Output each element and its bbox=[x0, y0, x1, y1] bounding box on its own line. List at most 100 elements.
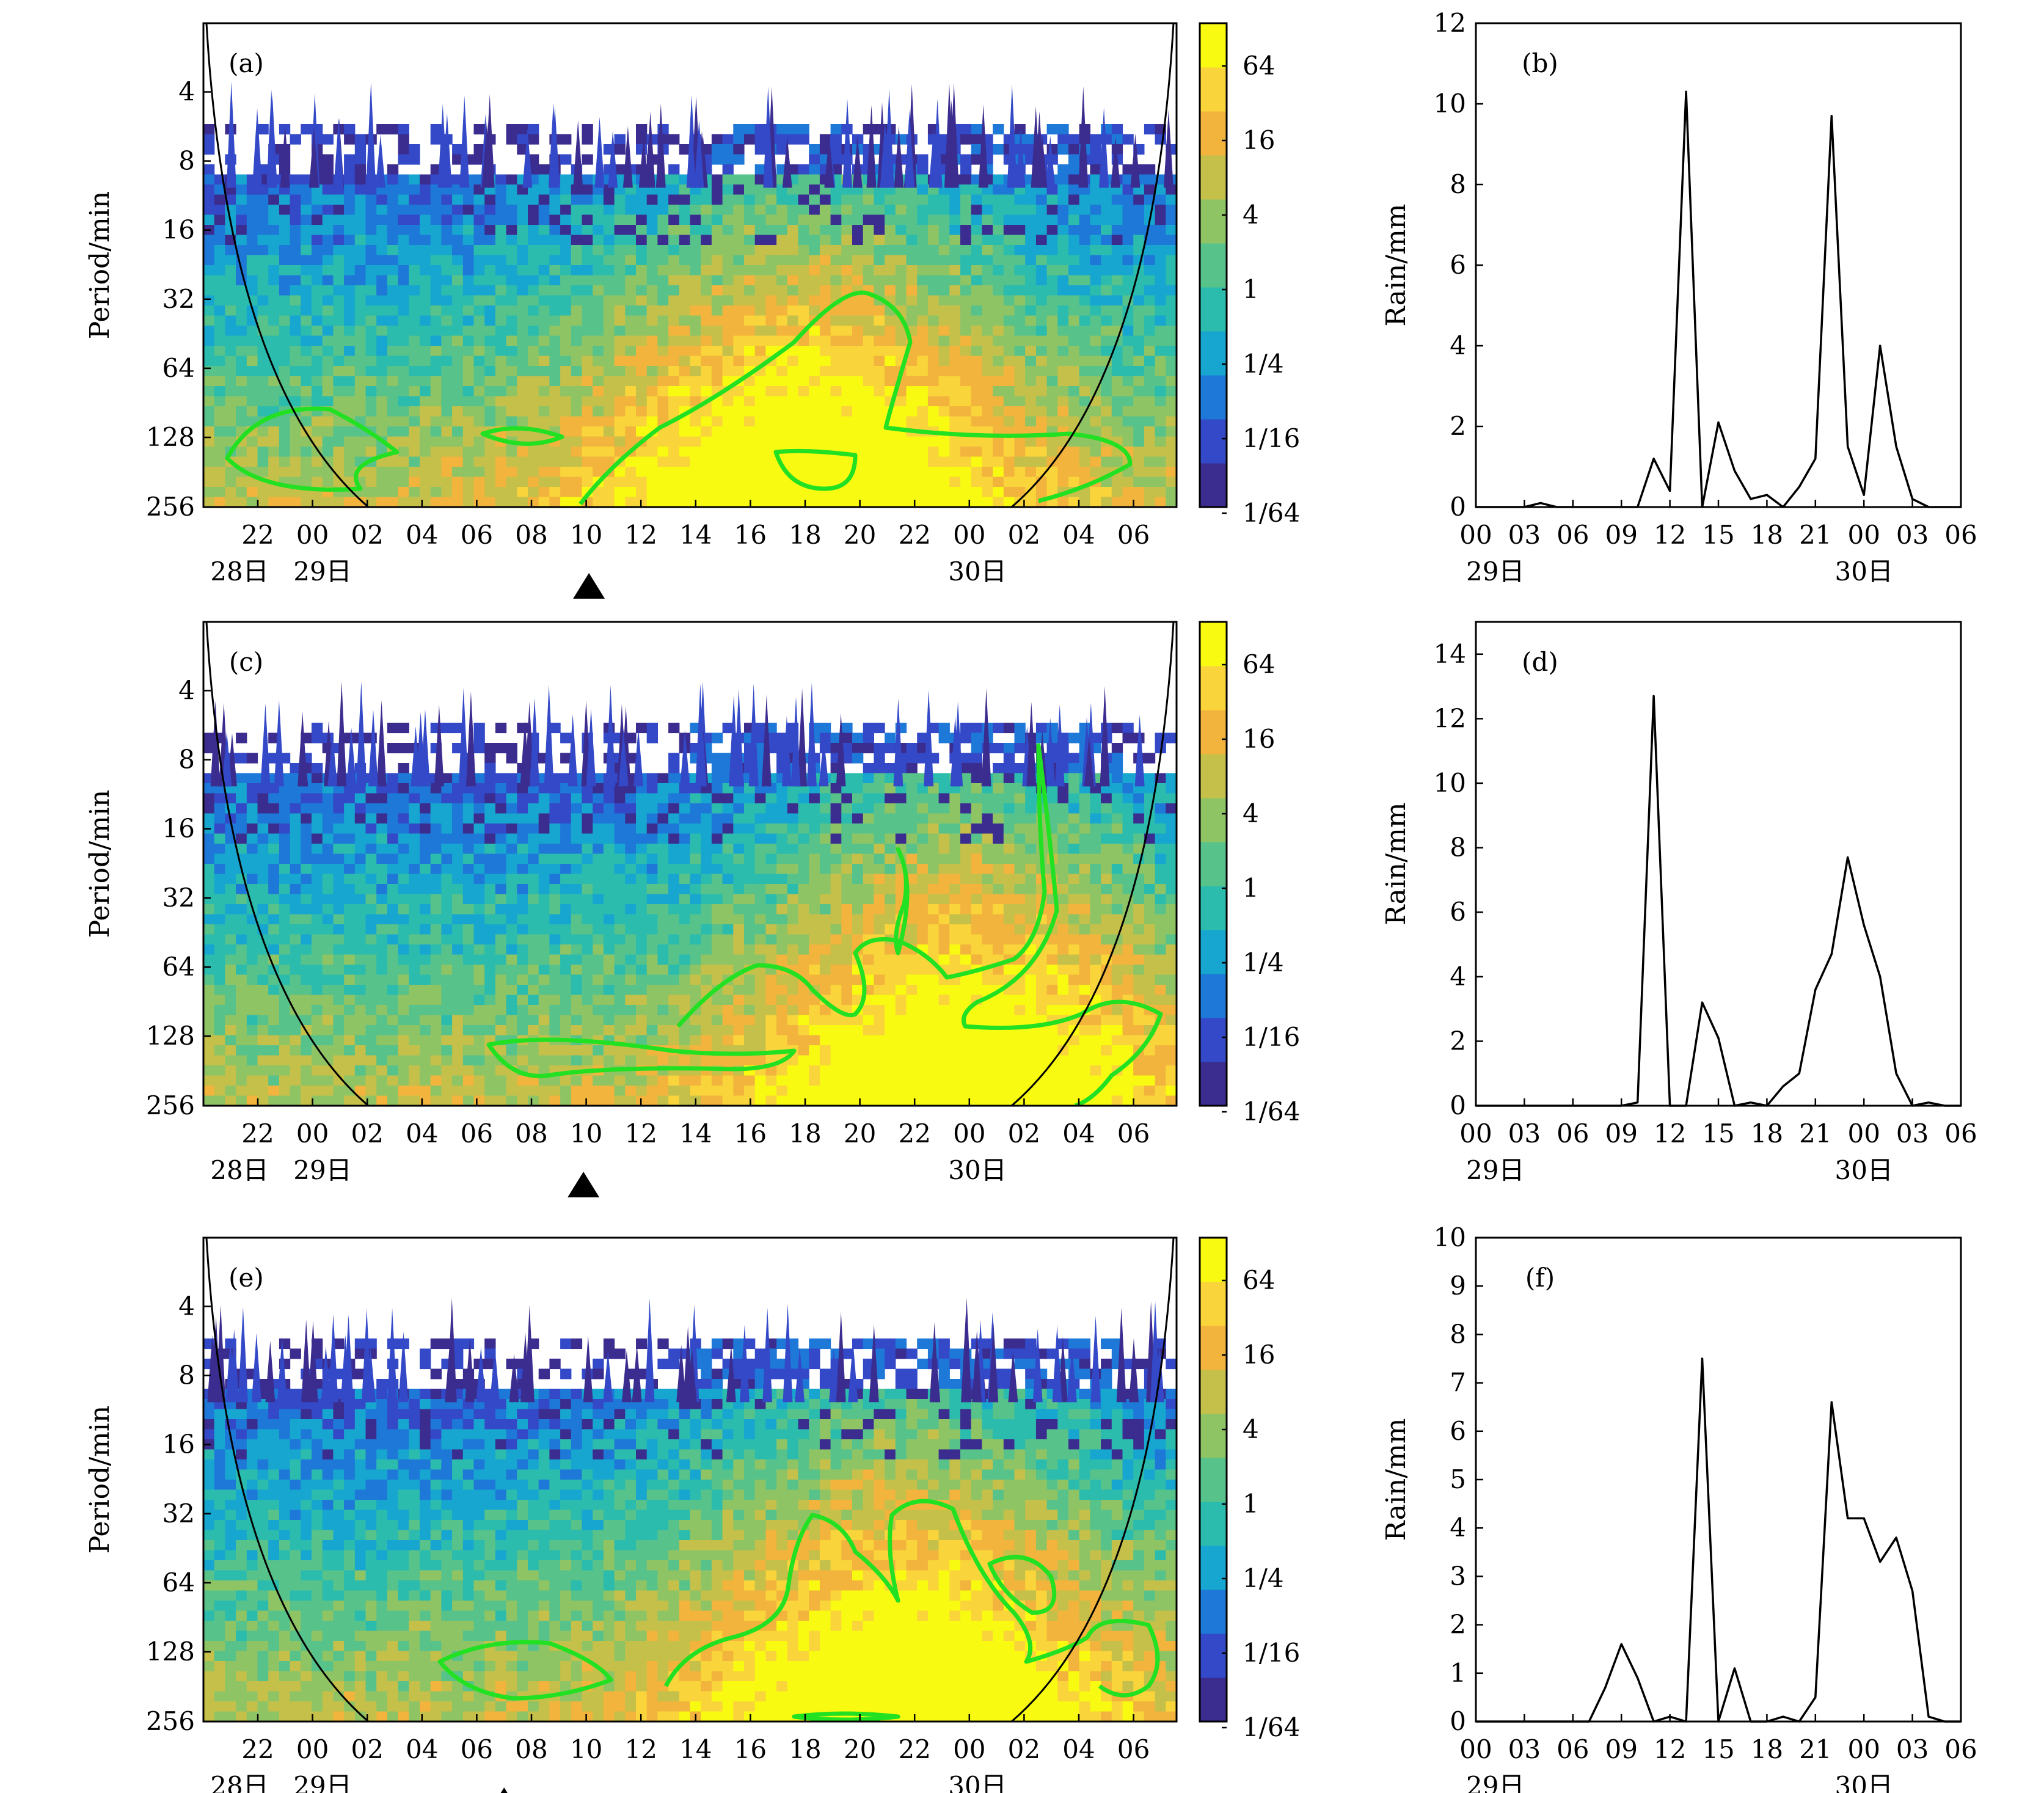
power-cell bbox=[506, 386, 517, 397]
power-cell bbox=[895, 447, 907, 458]
power-cell bbox=[722, 164, 734, 175]
power-cell bbox=[246, 753, 258, 764]
power-cell bbox=[333, 265, 345, 276]
power-cell bbox=[214, 497, 225, 507]
power-cell bbox=[636, 823, 648, 834]
power-cell bbox=[1122, 225, 1134, 236]
power-cell bbox=[420, 467, 431, 478]
power-cell bbox=[473, 436, 485, 447]
power-cell bbox=[344, 255, 356, 266]
power-cell bbox=[236, 803, 247, 814]
power-cell bbox=[1122, 477, 1134, 488]
power-cell bbox=[312, 346, 323, 357]
power-cell bbox=[506, 965, 517, 976]
power-cell bbox=[333, 864, 345, 875]
power-cell bbox=[787, 205, 799, 216]
power-cell bbox=[495, 456, 507, 467]
power-cell bbox=[312, 245, 323, 256]
power-cell bbox=[927, 315, 940, 326]
power-cell bbox=[960, 275, 972, 286]
power-cell bbox=[1166, 356, 1177, 367]
power-cell bbox=[657, 773, 669, 784]
power-cell bbox=[949, 497, 961, 507]
power-cell bbox=[949, 194, 961, 205]
power-cell bbox=[646, 436, 658, 447]
power-cell bbox=[809, 265, 820, 276]
power-cell bbox=[549, 396, 561, 407]
colorbar-tick-label: 1 bbox=[1243, 274, 1259, 304]
power-cell bbox=[625, 366, 637, 377]
power-cell bbox=[420, 416, 431, 427]
power-cell bbox=[246, 874, 258, 885]
power-cell bbox=[1025, 487, 1037, 498]
power-cell bbox=[679, 974, 691, 985]
power-cell bbox=[301, 124, 312, 135]
power-cell bbox=[538, 874, 550, 885]
power-spike bbox=[866, 105, 877, 188]
power-cell bbox=[798, 315, 809, 326]
power-cell bbox=[593, 874, 604, 885]
power-cell bbox=[646, 335, 658, 346]
power-cell bbox=[776, 124, 788, 135]
power-cell bbox=[1144, 487, 1156, 498]
power-cell bbox=[528, 416, 539, 427]
power-cell bbox=[701, 356, 712, 367]
power-cell bbox=[1122, 426, 1134, 437]
power-cell bbox=[495, 235, 507, 246]
power-cell bbox=[733, 194, 745, 205]
power-cell bbox=[646, 803, 658, 814]
power-cell bbox=[528, 894, 539, 905]
power-cell bbox=[1155, 326, 1166, 337]
power-cell bbox=[733, 245, 745, 256]
power-cell bbox=[1046, 436, 1058, 447]
power-cell bbox=[484, 934, 496, 945]
power-cell bbox=[214, 315, 225, 326]
power-cell bbox=[798, 235, 809, 246]
power-cell bbox=[906, 406, 918, 417]
power-cell bbox=[1133, 416, 1145, 427]
power-cell bbox=[701, 275, 712, 286]
power-cell bbox=[279, 813, 291, 824]
power-cell bbox=[830, 326, 842, 337]
power-cell bbox=[679, 285, 691, 296]
power-cell bbox=[754, 447, 766, 458]
power-cell bbox=[711, 184, 723, 195]
power-cell bbox=[960, 164, 972, 175]
power-cell bbox=[593, 1055, 604, 1066]
power-cell bbox=[949, 315, 961, 326]
power-cell bbox=[1090, 356, 1101, 367]
power-cell bbox=[257, 1075, 269, 1086]
power-cell bbox=[863, 467, 874, 478]
power-cell bbox=[646, 346, 658, 357]
power-cell bbox=[722, 467, 734, 478]
power-cell bbox=[787, 235, 799, 246]
x-tick-label: 08 bbox=[515, 520, 547, 550]
power-cell bbox=[668, 456, 680, 467]
power-cell bbox=[722, 305, 734, 316]
power-cell bbox=[430, 305, 442, 316]
power-cell bbox=[690, 285, 701, 296]
power-cell bbox=[885, 456, 896, 467]
power-cell bbox=[830, 214, 842, 225]
power-cell bbox=[517, 1005, 528, 1016]
power-cell bbox=[841, 265, 853, 276]
power-cell bbox=[462, 245, 475, 256]
x-tick-label: 06 bbox=[1117, 520, 1150, 550]
power-cell bbox=[852, 376, 864, 387]
power-cell bbox=[646, 773, 658, 784]
power-cell bbox=[268, 813, 280, 824]
power-cell bbox=[1101, 487, 1112, 498]
power-cell bbox=[430, 255, 442, 266]
power-cell bbox=[636, 864, 648, 875]
power-cell bbox=[203, 1025, 215, 1036]
power-cell bbox=[560, 335, 572, 346]
power-cell bbox=[398, 823, 409, 834]
power-cell bbox=[625, 833, 637, 844]
power-cell bbox=[495, 723, 507, 734]
x-tick-label: 21 bbox=[1799, 520, 1831, 550]
power-cell bbox=[603, 436, 615, 447]
power-cell bbox=[236, 783, 247, 794]
power-spike bbox=[308, 126, 319, 188]
power-cell bbox=[1025, 416, 1037, 427]
power-cell bbox=[203, 1075, 215, 1086]
